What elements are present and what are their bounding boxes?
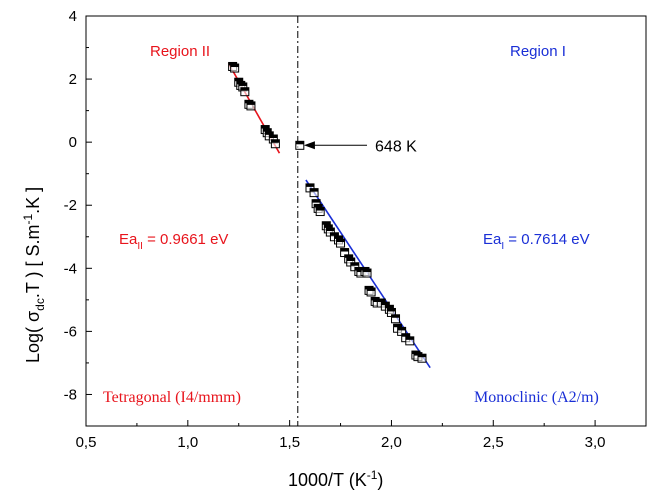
marker-cap (334, 235, 343, 239)
x-axis-title: 1000/T (K-1) (288, 468, 383, 490)
marker-cap (234, 78, 243, 82)
x-tick-label: 1,5 (279, 434, 300, 451)
marker-cap (322, 221, 331, 225)
marker-cap (385, 305, 394, 309)
phase-monoclinic-label: Monoclinic (A2/m) (474, 389, 599, 406)
marker-cap (265, 131, 274, 135)
data-point-region-i (336, 238, 346, 248)
activation-energy-region-ii: EaII = 0.9661 eV (119, 231, 228, 252)
marker-cap (340, 248, 349, 252)
marker-cap (314, 204, 323, 208)
data-point-region-i (315, 207, 325, 217)
phase-tetragonal-label: Tetragonal (I4/mmm) (103, 389, 241, 406)
data-point-region-i (417, 353, 427, 363)
arrow-head (303, 141, 315, 150)
y-tick-label: 2 (69, 71, 77, 88)
activation-energy-region-i: EaI = 0.7614 eV (483, 231, 590, 252)
data-point-region-i (362, 268, 372, 278)
data-point-region-i (405, 336, 415, 346)
data-points (228, 61, 427, 363)
y-tick-label: -8 (64, 386, 77, 403)
marker-cap (346, 258, 355, 261)
marker-cap (271, 139, 280, 143)
marker-cap (230, 64, 239, 68)
marker-cap (269, 135, 278, 138)
data-point-region-ii (246, 101, 256, 111)
y-tick-label: -4 (64, 260, 77, 277)
marker-cap (306, 183, 314, 187)
x-tick-label: 1,0 (177, 434, 198, 451)
marker-cap (393, 324, 402, 328)
axis-tick-labels: 0,5 1,0 1,5 2,0 2,5 3,0 4 2 0 -2 -4 -6 -8 (64, 8, 606, 451)
marker-cap (363, 269, 372, 273)
data-point-region-ii (240, 87, 250, 97)
marker-cap (344, 254, 353, 258)
marker-cap (246, 101, 255, 105)
data-point-region-ii (230, 63, 240, 73)
marker-cap (350, 262, 359, 266)
region-i-label: Region I (510, 43, 566, 60)
y-tick-label: 0 (69, 134, 77, 151)
y-tick-label: -6 (64, 323, 77, 340)
marker-cap (238, 82, 247, 86)
transition-temperature-label: 648 K (375, 138, 417, 155)
y-tick-label: -2 (64, 197, 77, 214)
x-tick-label: 3,0 (585, 434, 606, 451)
marker-cap (397, 327, 406, 331)
data-point-region-ii (270, 139, 280, 149)
data-point-transition (295, 140, 305, 150)
marker-cap (336, 239, 345, 243)
marker-cap (316, 207, 325, 211)
data-point-region-i (309, 188, 319, 198)
marker-cap (261, 125, 270, 129)
marker-cap (381, 302, 390, 306)
y-axis-title: Log( σdc.T ) [ S.m-1.K ] (21, 187, 47, 363)
data-point-region-i (366, 287, 376, 297)
data-point-region-i (391, 314, 401, 324)
marker-cap (263, 128, 272, 132)
region-ii-label: Region II (150, 43, 210, 60)
x-tick-label: 0,5 (76, 434, 97, 451)
y-tick-label: 4 (69, 8, 77, 25)
marker-cap (310, 188, 319, 192)
marker-cap (401, 333, 410, 337)
x-tick-label: 2,0 (381, 434, 402, 451)
marker-cap (387, 308, 396, 312)
marker-cap (391, 314, 400, 318)
marker-cap (418, 354, 426, 358)
marker-cap (295, 141, 304, 145)
marker-cap (240, 87, 249, 91)
marker-cap (324, 224, 333, 228)
marker-cap (326, 228, 335, 232)
marker-cap (405, 336, 414, 340)
marker-cap (330, 232, 339, 236)
marker-cap (367, 287, 376, 291)
marker-cap (377, 299, 386, 302)
axis-ticks (85, 15, 596, 427)
marker-cap (312, 199, 321, 203)
plot-area (85, 15, 647, 427)
x-tick-label: 2,5 (483, 434, 504, 451)
